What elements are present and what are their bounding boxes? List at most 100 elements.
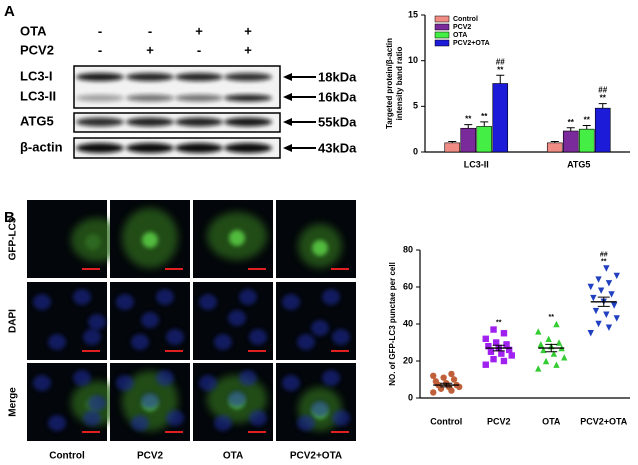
point	[605, 324, 613, 331]
error-bar	[464, 124, 473, 129]
point	[498, 350, 505, 357]
dapi-nucleus	[228, 310, 246, 326]
band-size: 18kDa	[318, 69, 357, 84]
treatment-sign: +	[195, 23, 203, 38]
micrograph	[193, 282, 273, 360]
blot-band	[224, 73, 272, 81]
blot-band	[126, 94, 174, 102]
point	[545, 335, 552, 342]
dapi-nucleus	[332, 410, 350, 426]
point	[500, 330, 508, 337]
point	[595, 276, 602, 283]
dapi-nucleus	[199, 294, 217, 310]
dapi-nucleus	[156, 289, 174, 305]
point	[603, 265, 610, 272]
blot-band	[76, 94, 124, 102]
blot-band	[224, 94, 272, 102]
point	[587, 330, 594, 337]
error-bar	[496, 74, 505, 84]
micrograph	[276, 363, 356, 441]
error-bar	[492, 344, 505, 352]
treatment-sign: -	[148, 23, 152, 38]
point	[542, 357, 550, 365]
y-tick-label: 0	[413, 146, 418, 156]
dapi-nucleus	[214, 415, 232, 431]
dapi-nucleus	[156, 370, 174, 386]
dapi-nucleus	[311, 401, 329, 417]
point	[505, 346, 513, 354]
error-bar	[566, 127, 575, 131]
row-label: Merge	[8, 387, 19, 417]
dapi-nucleus	[322, 370, 340, 386]
dapi-nucleus	[116, 375, 134, 391]
dapi-nucleus	[199, 375, 217, 391]
blot-box	[73, 65, 281, 109]
micrograph	[110, 363, 190, 441]
band-label: ATG5	[20, 113, 54, 128]
blot-band	[126, 73, 174, 81]
legend-swatch	[434, 39, 450, 47]
band-size: 55kDa	[318, 114, 357, 129]
point	[430, 372, 437, 379]
x-tick-label: LC3-II	[464, 159, 489, 169]
band-size: 43kDa	[318, 140, 357, 155]
significance-label: ##	[598, 86, 607, 95]
dapi-nucleus	[48, 334, 66, 350]
point	[492, 339, 500, 346]
point	[535, 328, 542, 335]
y-tick-label: 20	[403, 355, 413, 365]
error-bar	[440, 382, 453, 388]
error-bar	[582, 125, 591, 130]
treatment-sign: +	[244, 42, 252, 57]
dapi-nucleus	[322, 289, 340, 305]
x-tick-label: Control	[430, 416, 462, 426]
panel-label: A	[4, 3, 15, 20]
point	[503, 341, 510, 348]
legend-label: PCV2	[453, 24, 471, 31]
point	[613, 315, 620, 322]
point	[595, 320, 602, 328]
point	[482, 335, 489, 342]
micrograph	[110, 282, 190, 360]
y-axis-label: intensity band ratio	[395, 47, 404, 121]
micrograph	[110, 200, 190, 278]
error-bar	[448, 140, 457, 143]
significance-label: **	[465, 115, 472, 124]
blot-band	[76, 117, 124, 127]
treatment-sign: -	[197, 42, 201, 57]
point	[490, 355, 497, 363]
y-axis-label: NO. of GFP-LC3 punctae per cell	[388, 262, 397, 386]
x-tick-label: OTA	[542, 416, 561, 426]
dapi-nucleus	[282, 294, 300, 310]
bar	[476, 126, 493, 153]
significance-label: **	[601, 258, 607, 265]
point	[535, 365, 542, 372]
nucleus	[142, 232, 158, 248]
row-label: GFP-LC3	[8, 217, 19, 260]
dapi-nucleus	[332, 329, 350, 345]
bar	[460, 127, 477, 153]
panel-label: B	[4, 209, 15, 226]
band-label: LC3-II	[20, 88, 56, 103]
significance-label: **	[549, 314, 555, 321]
column-label: PCV2	[137, 451, 164, 462]
band-size: 16kDa	[318, 89, 357, 104]
point	[603, 311, 610, 318]
column-label: OTA	[223, 451, 243, 462]
bar	[444, 142, 461, 153]
significance-label: **	[481, 112, 488, 121]
band-arrow-head	[283, 144, 292, 152]
micrograph	[27, 282, 107, 360]
micrograph	[276, 200, 356, 278]
y-tick-label: 10	[408, 55, 418, 65]
significance-label: **	[496, 319, 502, 326]
significance-label: **	[600, 94, 607, 103]
y-tick-label: 60	[403, 281, 413, 291]
point	[500, 357, 508, 365]
y-tick-label: 0	[408, 392, 413, 402]
legend-swatch	[434, 23, 450, 31]
legend-label: PCV2+OTA	[453, 40, 490, 47]
dapi-nucleus	[33, 375, 51, 391]
point	[487, 348, 495, 355]
column-label: Control	[49, 451, 85, 462]
